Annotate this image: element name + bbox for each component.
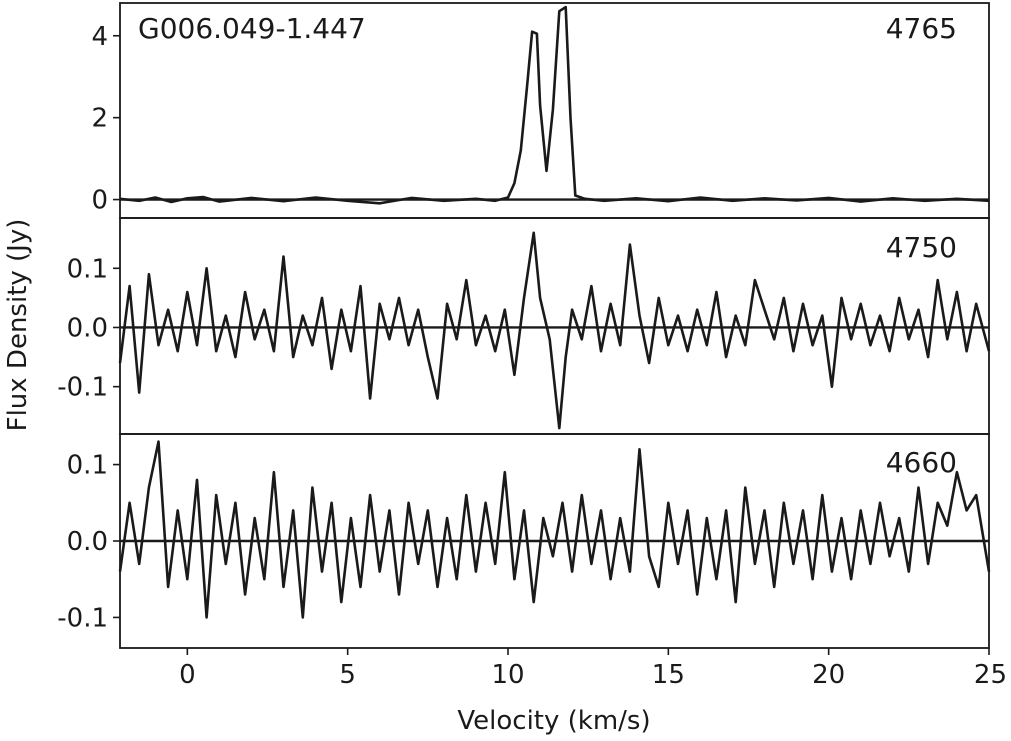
panel-4660-ytick-label: -0.1	[57, 603, 108, 633]
panel-4750-yticks: 0.1 0.0 -0.1	[57, 254, 120, 403]
panel-4750-series	[118, 231, 991, 430]
panel-4765-ytick-label: 4	[91, 22, 108, 52]
source-label: G006.049-1.447	[138, 12, 366, 45]
panel-4765-yticks: 0 2 4	[91, 22, 120, 216]
x-axis-label: Velocity (km/s)	[457, 706, 650, 736]
panel-4660-series	[118, 440, 991, 619]
xtick-label: 10	[491, 660, 524, 690]
panel-4765-ytick-label: 0	[91, 186, 108, 216]
xtick-label: 15	[652, 660, 685, 690]
xtick-label: 5	[339, 660, 356, 690]
xtick-label: 0	[179, 660, 196, 690]
panel-4765-series-line	[119, 5, 990, 205]
panel-4765: 0 2 4 G006.049-1.447 4765	[91, 2, 990, 219]
panel-4660-yticks: 0.1 0.0 -0.1	[57, 451, 120, 633]
panel-4660-ytick-label: 0.0	[67, 527, 108, 557]
panel-4750-frame	[119, 217, 990, 435]
y-axis-label: Flux Density (Jy)	[3, 219, 33, 432]
panel-4660-series-line	[118, 440, 991, 619]
panel-4765-series	[119, 5, 990, 205]
panel-4660-ytick-label: 0.1	[67, 451, 108, 481]
panel-4750-ytick-label: 0.0	[67, 313, 108, 343]
xtick-label: 25	[974, 660, 1007, 690]
x-axis: 0 5 10 15 20 25	[179, 648, 1007, 690]
panel-4765-ytick-label: 2	[91, 104, 108, 134]
panel-4765-label: 4765	[886, 12, 957, 45]
panel-4660-label: 4660	[886, 446, 957, 479]
panel-4660: 0.1 0.0 -0.1 4660	[57, 433, 991, 649]
panel-4750: 0.1 0.0 -0.1 4750	[57, 217, 991, 435]
panel-4750-series-line	[118, 231, 991, 430]
panel-4750-ytick-label: 0.1	[67, 254, 108, 284]
panel-4750-label: 4750	[886, 231, 957, 264]
panel-4750-ytick-label: -0.1	[57, 373, 108, 403]
panel-4660-frame	[119, 433, 990, 649]
xtick-label: 20	[812, 660, 845, 690]
